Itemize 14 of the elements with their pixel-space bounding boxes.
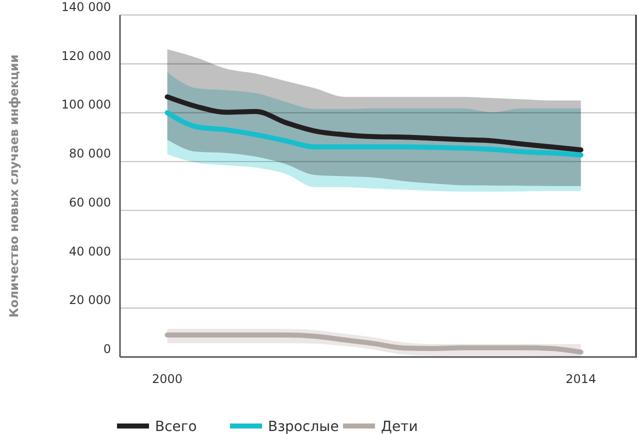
y-tick-label: 0 (103, 342, 111, 356)
legend-label: Всего (155, 419, 197, 434)
y-tick-label: 140 000 (61, 0, 111, 14)
y-tick-label: 120 000 (61, 48, 111, 63)
y-axis-title: Количество новых случаев инфекции (7, 54, 21, 318)
y-tick-label: 80 000 (69, 146, 111, 161)
y-tick-label: 40 000 (69, 244, 111, 258)
y-tick-label: 60 000 (69, 195, 111, 210)
x-tick-label: 2000 (152, 372, 183, 386)
x-tick-label: 2014 (566, 372, 596, 386)
y-tick-label: 100 000 (61, 98, 111, 112)
y-tick-label: 20 000 (69, 293, 111, 308)
legend-label: Дети (381, 419, 418, 434)
legend-label: Взрослые (268, 419, 339, 434)
